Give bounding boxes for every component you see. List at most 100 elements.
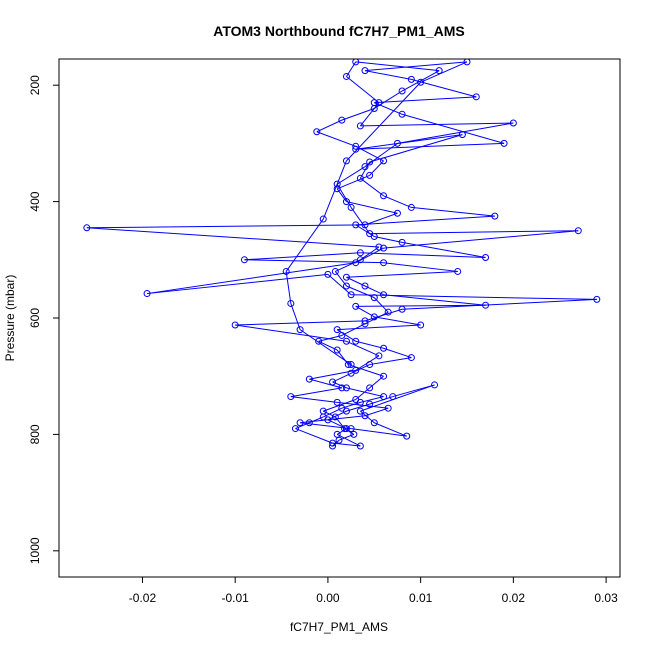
data-point xyxy=(398,87,406,95)
data-point xyxy=(482,301,490,309)
data-point xyxy=(333,185,341,193)
data-point xyxy=(296,419,304,427)
data-point xyxy=(431,381,439,389)
data-point xyxy=(287,393,295,401)
data-point xyxy=(347,291,355,299)
data-point xyxy=(338,331,346,339)
series-line-segment xyxy=(355,304,486,307)
data-point xyxy=(333,326,341,334)
data-point xyxy=(384,308,392,316)
data-point xyxy=(482,253,490,261)
data-point xyxy=(398,110,406,118)
series-line-segment xyxy=(285,271,292,304)
series-line-segment xyxy=(86,224,366,229)
data-point xyxy=(356,174,364,182)
series-line-segment xyxy=(244,259,384,264)
data-point xyxy=(370,313,378,321)
data-point xyxy=(407,203,415,211)
data-point xyxy=(143,290,151,298)
series-line-segment xyxy=(346,76,380,104)
series-line-segment xyxy=(374,316,421,326)
data-point xyxy=(350,430,358,438)
series-line-segment xyxy=(383,262,458,272)
series-line-segment xyxy=(332,442,361,447)
data-point xyxy=(380,192,388,200)
series-line-segment xyxy=(346,270,458,278)
data-point xyxy=(338,404,346,412)
data-point xyxy=(338,384,346,392)
data-point xyxy=(361,320,369,328)
data-point xyxy=(352,302,360,310)
series-line-segment xyxy=(360,384,435,412)
data-point xyxy=(361,282,369,290)
series-line-segment xyxy=(295,422,310,430)
data-point xyxy=(319,215,327,223)
data-point xyxy=(352,59,360,66)
data-point xyxy=(366,171,374,179)
data-point xyxy=(407,75,415,83)
series-line-segment xyxy=(341,323,366,336)
data-point xyxy=(393,139,401,147)
y-tick-label: 1000 xyxy=(28,537,42,564)
y-axis-label: Pressure (mbar) xyxy=(3,275,17,362)
data-point xyxy=(398,305,406,313)
data-point xyxy=(344,361,352,369)
series-line-segment xyxy=(346,285,375,299)
data-point xyxy=(296,326,304,334)
data-point xyxy=(509,119,517,127)
data-point xyxy=(324,270,332,278)
series-line-segment xyxy=(374,422,407,437)
data-point xyxy=(593,295,601,303)
data-point xyxy=(472,93,480,101)
series-line-segment xyxy=(355,305,375,318)
series-line-segment xyxy=(364,142,398,168)
x-tick-label: -0.02 xyxy=(129,591,157,605)
data-point xyxy=(366,384,374,392)
data-point xyxy=(329,378,337,386)
data-point xyxy=(361,163,369,171)
series-line-segment xyxy=(364,212,398,226)
data-point xyxy=(407,354,415,362)
x-tick-label: 0.00 xyxy=(316,591,340,605)
series-line-segment xyxy=(402,241,486,258)
series-line-segment xyxy=(360,396,384,403)
series-line-segment xyxy=(360,252,486,258)
data-point xyxy=(333,180,341,188)
series-line-segment xyxy=(346,387,384,398)
series-line-segment xyxy=(323,399,356,412)
series-line-segment xyxy=(374,236,403,243)
data-point xyxy=(231,321,239,329)
series-line-segment xyxy=(290,303,301,330)
data-point xyxy=(287,299,295,307)
series-line-segment xyxy=(337,324,421,331)
data-point xyxy=(315,337,323,345)
data-point xyxy=(83,224,91,232)
series-line-segment xyxy=(374,96,477,104)
data-point xyxy=(352,221,360,229)
chart-title: ATOM3 Northbound fC7H7_PM1_AMS xyxy=(213,23,465,39)
data-point xyxy=(398,238,406,246)
series-line-segment xyxy=(244,252,361,261)
series-line-segment xyxy=(336,174,370,190)
data-point xyxy=(417,321,425,329)
series-line-segment xyxy=(369,134,463,163)
series-line-segment xyxy=(147,273,328,295)
series-line-segment xyxy=(316,119,343,133)
series-line-segment xyxy=(341,107,375,121)
data-point xyxy=(342,425,350,433)
series-line-segment xyxy=(346,201,398,214)
data-point xyxy=(356,249,364,257)
data-point xyxy=(352,259,360,267)
data-point xyxy=(352,142,360,150)
data-point xyxy=(375,99,383,107)
data-point xyxy=(375,352,383,360)
series-line-segment xyxy=(402,298,597,310)
series-line-segment xyxy=(346,403,370,412)
data-point xyxy=(342,72,350,80)
series-line-segment xyxy=(374,102,403,115)
series-line-segment xyxy=(235,320,366,326)
series-line-segment xyxy=(383,294,486,306)
series-line-segment xyxy=(336,166,366,185)
series-line-segment xyxy=(350,207,371,234)
